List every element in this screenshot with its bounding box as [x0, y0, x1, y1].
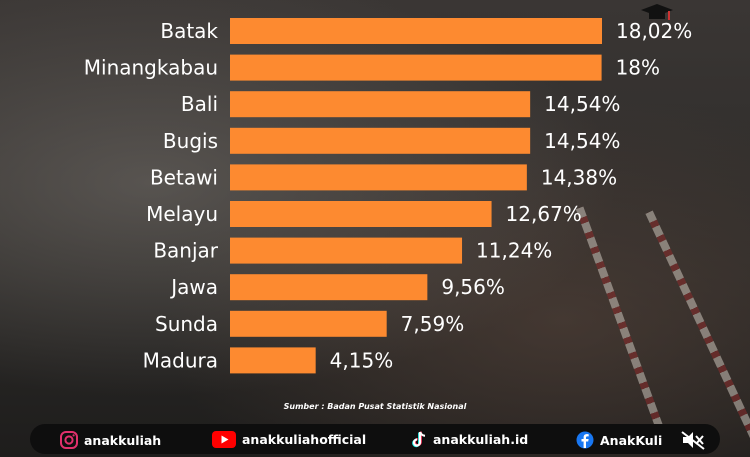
instagram-handle[interactable]: anakkuliah — [60, 431, 161, 449]
bar — [230, 274, 428, 301]
value-label: 4,15% — [330, 348, 394, 372]
bar — [230, 201, 492, 227]
value-label: 9,56% — [441, 275, 505, 299]
value-label: 7,59% — [401, 312, 465, 336]
mute-icon[interactable] — [680, 430, 706, 450]
bar — [230, 347, 316, 374]
value-label: 18,02% — [616, 19, 692, 43]
youtube-handle[interactable]: anakkuliahofficial — [212, 431, 366, 448]
value-label: 14,38% — [541, 165, 617, 189]
category-label: Batak — [160, 19, 218, 43]
category-label: Betawi — [150, 165, 218, 189]
instagram-label: anakkuliah — [84, 432, 162, 448]
facebook-icon — [576, 431, 594, 449]
facebook-label: AnakKuli — [600, 432, 663, 448]
source-note: Sumber : Badan Pusat Statistik Nasional — [283, 402, 467, 411]
bar — [230, 237, 463, 264]
bar — [230, 127, 531, 154]
value-label: 14,54% — [544, 92, 620, 116]
graduation-cap-icon — [641, 4, 673, 20]
category-label: Melayu — [146, 202, 218, 226]
bar — [230, 310, 387, 337]
tiktok-handle[interactable]: anakkuliah.id — [412, 431, 528, 448]
value-label: 18% — [616, 56, 660, 80]
category-label: Jawa — [169, 275, 218, 299]
category-label: Banjar — [153, 239, 218, 263]
tiktok-icon — [412, 431, 426, 448]
social-footer — [30, 424, 720, 454]
value-label: 11,24% — [476, 239, 552, 263]
bar — [230, 164, 527, 191]
category-label: Minangkabau — [84, 56, 218, 80]
value-label: 12,67% — [506, 202, 582, 226]
youtube-label: anakkuliahofficial — [242, 432, 367, 447]
bar — [230, 18, 602, 44]
category-label: Madura — [143, 348, 218, 372]
instagram-icon — [60, 431, 78, 449]
category-label: Sunda — [155, 312, 218, 336]
value-label: 14,54% — [544, 129, 620, 153]
category-label: Bali — [181, 92, 218, 116]
tiktok-label: anakkuliah.id — [433, 432, 529, 447]
facebook-handle[interactable]: AnakKuli — [576, 431, 662, 449]
bar — [230, 91, 531, 118]
bar — [230, 54, 602, 81]
category-label: Bugis — [163, 129, 218, 153]
youtube-icon — [212, 431, 236, 448]
bar-chart: Batak 18,02% Minangkabau 18% Bali 14,54% Bugis… — [84, 18, 692, 374]
